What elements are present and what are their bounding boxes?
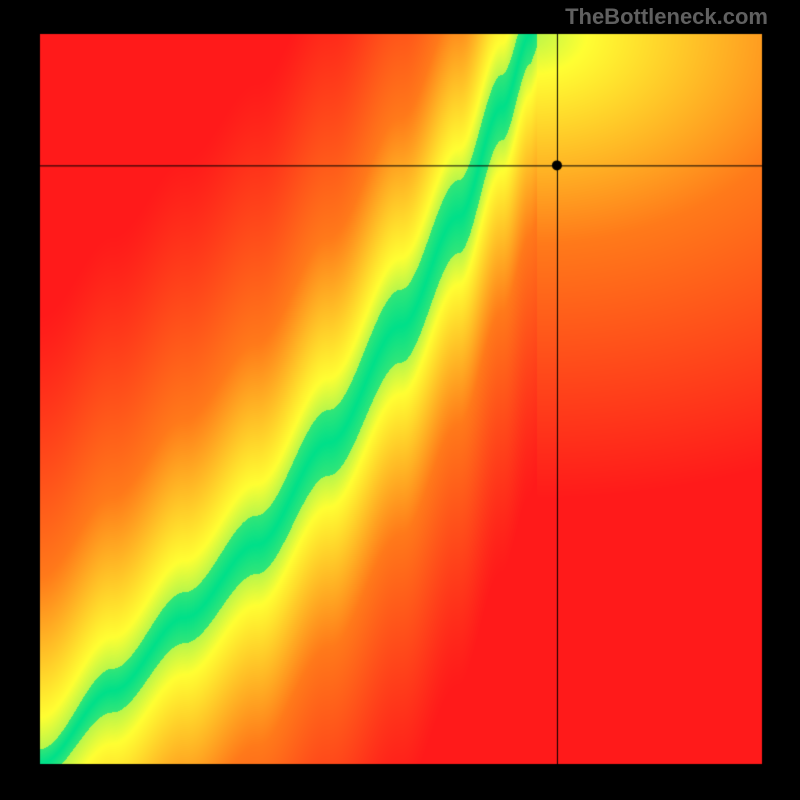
figure-root: { "watermark": { "text": "TheBottleneck.… [0, 0, 800, 800]
heatmap-canvas [0, 0, 800, 800]
watermark-text: TheBottleneck.com [565, 4, 768, 30]
